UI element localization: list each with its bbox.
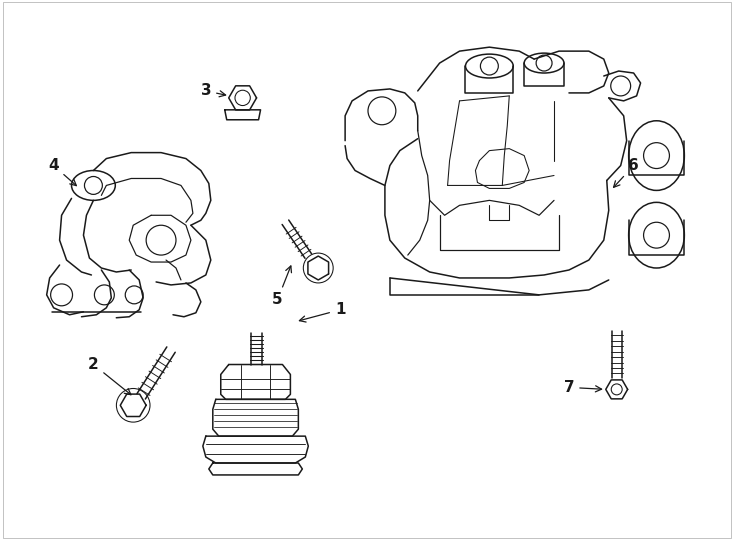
Text: 7: 7 (564, 380, 602, 395)
Text: 4: 4 (48, 158, 76, 186)
Text: 6: 6 (614, 158, 639, 187)
Text: 3: 3 (200, 83, 225, 98)
Text: 5: 5 (272, 266, 291, 307)
Text: 2: 2 (88, 357, 131, 395)
Text: 1: 1 (299, 302, 346, 322)
